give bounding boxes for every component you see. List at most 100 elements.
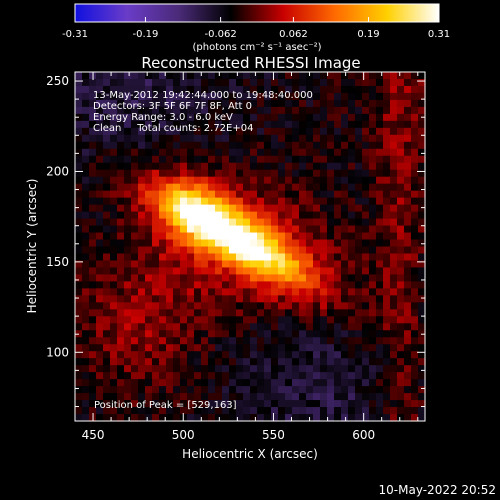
heatmap-pixel <box>180 253 188 262</box>
heatmap-pixel <box>285 344 293 352</box>
heatmap-pixel <box>418 204 426 213</box>
heatmap-pixel <box>201 225 209 234</box>
heatmap-pixel <box>201 351 209 359</box>
heatmap-pixel <box>208 253 216 262</box>
heatmap-pixel <box>215 344 223 352</box>
heatmap-pixel <box>285 288 293 296</box>
heatmap-pixel <box>292 113 300 122</box>
heatmap-pixel <box>376 288 384 296</box>
heatmap-pixel <box>131 267 139 276</box>
heatmap-pixel <box>243 85 251 94</box>
heatmap-pixel <box>187 197 195 206</box>
heatmap-pixel <box>264 344 272 352</box>
heatmap-pixel <box>236 99 244 108</box>
heatmap-pixel <box>222 386 230 394</box>
heatmap-pixel <box>376 190 384 199</box>
heatmap-pixel <box>208 260 216 269</box>
heatmap-pixel <box>96 92 104 101</box>
heatmap-pixel <box>341 232 349 241</box>
heatmap-pixel <box>271 337 279 345</box>
heatmap-pixel <box>383 414 391 422</box>
heatmap-pixel <box>229 323 237 331</box>
heatmap-pixel <box>327 344 335 352</box>
heatmap-pixel <box>229 211 237 220</box>
heatmap-pixel <box>96 365 104 373</box>
heatmap-pixel <box>278 134 286 143</box>
heatmap-pixel <box>411 267 419 276</box>
heatmap-pixel <box>250 225 258 234</box>
heatmap-pixel <box>243 365 251 373</box>
heatmap-pixel <box>383 169 391 178</box>
heatmap-pixel <box>376 183 384 192</box>
heatmap-pixel <box>355 127 363 136</box>
heatmap-pixel <box>138 253 146 262</box>
heatmap-pixel <box>299 260 307 269</box>
heatmap-pixel <box>222 99 230 108</box>
heatmap-pixel <box>292 197 300 206</box>
heatmap-pixel <box>397 106 405 115</box>
heatmap-pixel <box>222 344 230 352</box>
heatmap-pixel <box>327 386 335 394</box>
heatmap-pixel <box>285 197 293 206</box>
heatmap-pixel <box>376 246 384 255</box>
heatmap-pixel <box>390 351 398 359</box>
heatmap-pixel <box>264 337 272 345</box>
heatmap-pixel <box>404 337 412 345</box>
heatmap-pixel <box>348 218 356 227</box>
heatmap-pixel <box>362 281 370 289</box>
heatmap-pixel <box>222 232 230 241</box>
heatmap-pixel <box>271 106 279 115</box>
heatmap-pixel <box>152 113 160 122</box>
heatmap-pixel <box>236 120 244 129</box>
heatmap-pixel <box>124 281 132 289</box>
heatmap-pixel <box>383 127 391 136</box>
heatmap-pixel <box>404 393 412 401</box>
heatmap-pixel <box>145 127 153 136</box>
heatmap-pixel <box>166 99 174 108</box>
heatmap-pixel <box>355 78 363 87</box>
heatmap-pixel <box>250 316 258 324</box>
heatmap-pixel <box>418 72 426 80</box>
heatmap-pixel <box>180 225 188 234</box>
heatmap-pixel <box>222 330 230 338</box>
heatmap-pixel <box>166 176 174 185</box>
heatmap-pixel <box>278 218 286 227</box>
heatmap-pixel <box>89 218 97 227</box>
heatmap-pixel <box>152 155 160 164</box>
heatmap-pixel <box>117 99 125 108</box>
heatmap-pixel <box>285 204 293 213</box>
heatmap-pixel <box>404 232 412 241</box>
heatmap-pixel <box>306 169 314 178</box>
heatmap-pixel <box>138 323 146 331</box>
heatmap-pixel <box>376 127 384 136</box>
heatmap-pixel <box>222 372 230 380</box>
heatmap-pixel <box>229 162 237 171</box>
heatmap-pixel <box>397 197 405 206</box>
heatmap-pixel <box>292 316 300 324</box>
heatmap-pixel <box>166 134 174 143</box>
heatmap-pixel <box>89 379 97 387</box>
heatmap-pixel <box>89 232 97 241</box>
heatmap-pixel <box>250 232 258 241</box>
heatmap-pixel <box>124 99 132 108</box>
heatmap-pixel <box>110 169 118 178</box>
heatmap-pixel <box>369 134 377 143</box>
heatmap-pixel <box>152 120 160 129</box>
heatmap-pixel <box>89 155 97 164</box>
heatmap-pixel <box>292 407 300 415</box>
heatmap-pixel <box>278 72 286 80</box>
heatmap-pixel <box>82 365 90 373</box>
heatmap-pixel <box>243 141 251 150</box>
heatmap-pixel <box>390 400 398 408</box>
heatmap-pixel <box>397 323 405 331</box>
heatmap-pixel <box>299 365 307 373</box>
heatmap-pixel <box>257 106 265 115</box>
heatmap-pixel <box>180 183 188 192</box>
heatmap-pixel <box>222 85 230 94</box>
heatmap-pixel <box>418 197 426 206</box>
heatmap-pixel <box>117 330 125 338</box>
heatmap-pixel <box>173 148 181 157</box>
heatmap-pixel <box>390 72 398 80</box>
heatmap-pixel <box>243 183 251 192</box>
